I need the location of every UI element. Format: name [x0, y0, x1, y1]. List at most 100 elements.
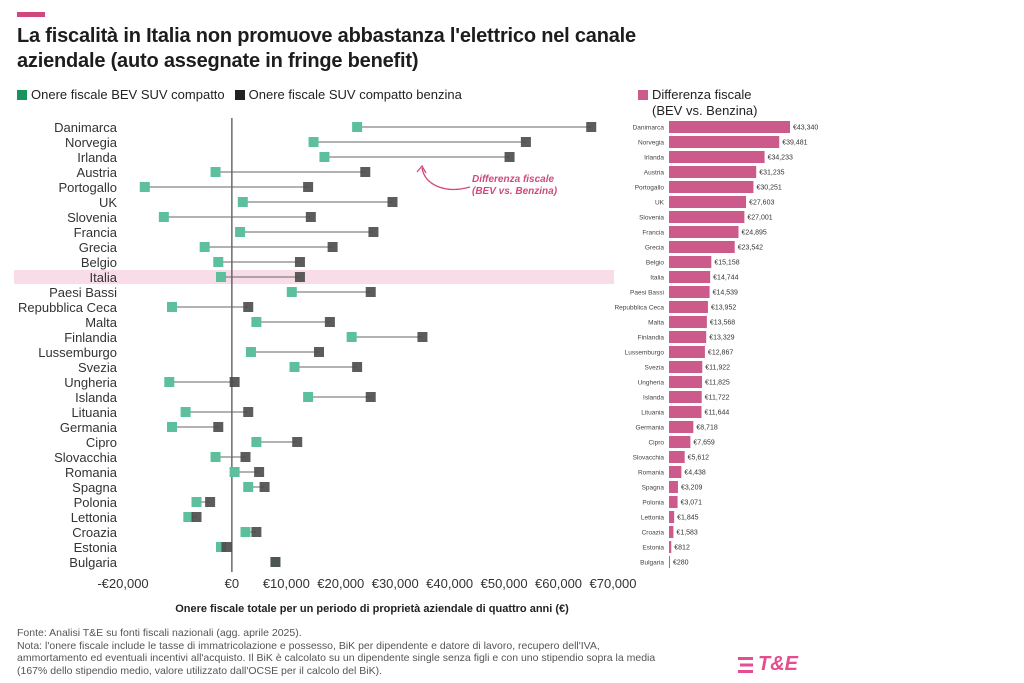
difference-bar	[669, 556, 670, 568]
difference-bar	[669, 511, 675, 523]
bev-marker	[167, 302, 177, 312]
country-label: Lituania	[71, 405, 117, 420]
legend-label-bev: Onere fiscale BEV SUV compatto	[31, 87, 225, 102]
petrol-marker	[314, 347, 324, 357]
difference-bar	[669, 376, 703, 388]
bar-category-label: Repubblica Ceca	[614, 305, 664, 312]
bar-category-label: Grecia	[645, 245, 665, 252]
bar-category-label: Ungheria	[638, 380, 665, 387]
annotation: Differenza fiscale (BEV vs. Benzina)	[416, 164, 558, 197]
bev-marker	[210, 452, 221, 462]
bev-marker	[289, 362, 300, 372]
difference-bar	[669, 286, 710, 298]
petrol-marker	[303, 182, 314, 192]
bar-value-label: €1,583	[676, 530, 698, 537]
bar-category-label: Romania	[638, 470, 664, 477]
bar-value-label: €39,481	[782, 140, 807, 147]
bev-marker	[167, 422, 177, 432]
difference-bar	[669, 391, 702, 403]
bar-value-label: €30,251	[756, 185, 781, 192]
petrol-marker	[259, 482, 270, 492]
bar-value-label: €11,722	[705, 395, 730, 402]
country-label: Francia	[74, 225, 118, 240]
country-label: Croazia	[72, 525, 118, 540]
bar-category-label: Germania	[635, 425, 664, 432]
country-label: Irlanda	[77, 150, 118, 165]
footer-note: Nota: l'onere fiscale include le tasse d…	[17, 639, 656, 677]
annotation-arrowhead	[416, 164, 427, 174]
bev-marker	[191, 497, 202, 507]
petrol-marker	[240, 452, 251, 462]
legend-label-diff-line1: Differenza fiscale	[652, 87, 752, 102]
country-label: Malta	[85, 315, 118, 330]
legend-label-diff-line2: (BEV vs. Benzina)	[652, 103, 758, 118]
bev-marker	[243, 482, 254, 492]
bar-category-label: Irlanda	[644, 155, 664, 162]
x-tick-label: €70,000	[590, 576, 637, 591]
bar-value-label: €34,233	[768, 155, 793, 162]
bar-category-label: Portogallo	[635, 185, 665, 192]
bar-category-label: Bulgaria	[640, 560, 664, 567]
difference-bar	[669, 331, 707, 343]
difference-bar	[669, 151, 765, 163]
bev-marker	[210, 167, 221, 177]
petrol-marker	[251, 527, 262, 537]
bar-value-label: €27,603	[749, 200, 774, 207]
bar-category-label: Italia	[650, 275, 664, 282]
difference-bar	[669, 301, 708, 313]
petrol-marker	[243, 407, 254, 417]
bar-value-label: €1,845	[677, 515, 699, 522]
petrol-marker	[254, 467, 265, 477]
legend-swatch-diff	[638, 90, 648, 100]
country-label: Repubblica Ceca	[18, 300, 118, 315]
bev-marker	[303, 392, 314, 402]
bar-value-label: €5,612	[688, 455, 710, 462]
difference-bar	[669, 481, 678, 493]
difference-bar	[669, 346, 705, 358]
bar-category-label: Polonia	[642, 500, 664, 507]
country-label: Germania	[60, 420, 118, 435]
legend-swatch-bev	[17, 89, 27, 100]
legend-diff: Differenza fiscale (BEV vs. Benzina)	[638, 87, 758, 119]
difference-bar	[669, 421, 694, 433]
bar-value-label: €12,867	[708, 350, 733, 357]
difference-bar	[669, 361, 703, 373]
bar-category-label: Spagna	[642, 485, 665, 492]
bar-value-label: €8,718	[696, 425, 718, 432]
bev-marker	[229, 467, 240, 477]
bar-value-label: €280	[673, 560, 689, 567]
difference-bar	[669, 451, 685, 463]
petrol-marker	[327, 242, 338, 252]
footer-notes: Fonte: Analisi T&E su fonti fiscali nazi…	[17, 627, 667, 677]
petrol-marker	[213, 422, 224, 432]
x-tick-label: €0	[225, 576, 239, 591]
country-label: Portogallo	[58, 180, 117, 195]
x-tick-label: -€20,000	[97, 576, 148, 591]
bev-marker	[308, 137, 319, 147]
bev-marker	[213, 257, 224, 267]
country-label: Slovacchia	[54, 450, 118, 465]
bar-category-label: Slovacchia	[633, 455, 665, 462]
country-label: UK	[99, 195, 117, 210]
country-label: Lussemburgo	[38, 345, 117, 360]
bev-marker	[245, 347, 256, 357]
bar-category-label: Lussemburgo	[625, 350, 665, 357]
bar-category-label: Francia	[642, 230, 664, 237]
difference-bar	[669, 196, 747, 208]
bar-category-label: Estonia	[642, 545, 664, 552]
bar-value-label: €812	[674, 545, 690, 552]
country-label: Belgio	[81, 255, 117, 270]
bar-value-label: €7,659	[693, 440, 715, 447]
annotation-line1: Differenza fiscale	[472, 174, 555, 185]
bar-category-label: Slovenia	[639, 215, 664, 222]
petrol-marker	[305, 212, 316, 222]
bar-category-label: Paesi Bassi	[630, 290, 664, 297]
dumbbell-chart: -€20,000 €0 €10,000 €20,000 €30,000 €40,000 €5…	[14, 118, 637, 615]
petrol-marker	[387, 197, 398, 207]
difference-bar	[669, 316, 707, 328]
highlight-row	[14, 270, 614, 284]
petrol-marker	[229, 377, 240, 387]
bar-value-label: €15,158	[714, 260, 739, 267]
difference-bar	[669, 526, 674, 538]
country-label: Slovenia	[67, 210, 118, 225]
